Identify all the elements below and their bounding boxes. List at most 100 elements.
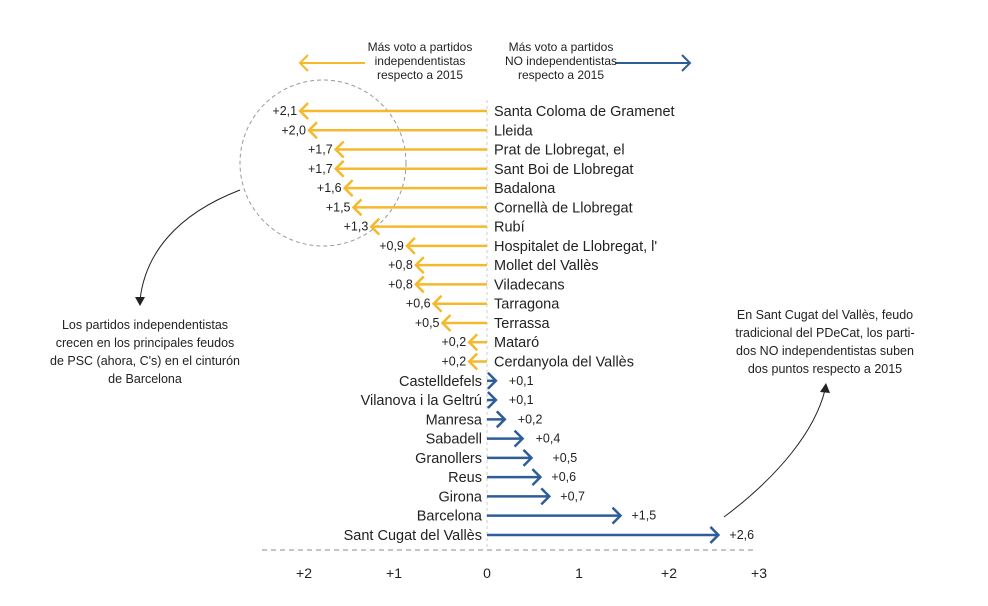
category-label: Tarragona [494,297,560,313]
category-label: Sabadell [426,432,482,448]
annotation-line: dos puntos respecto a 2015 [747,362,903,376]
legend-arrow-left-head [298,54,309,72]
category-label: Barcelona [417,509,483,525]
x-tick-label: 1 [575,565,583,581]
category-label: Reus [448,470,482,486]
category-label: Manresa [426,412,483,428]
category-label: Lleida [494,123,534,139]
annotation-line: de Barcelona [108,372,182,386]
x-tick-label: +3 [751,565,767,581]
bar-arrow-head [487,391,498,409]
bar-arrow-head [531,468,543,487]
value-label: +0,2 [518,412,543,426]
category-label: Sant Boi de Llobregat [494,162,633,178]
legend-right-text: Más voto a partidos [509,40,614,54]
value-label: +0,6 [406,297,431,311]
annotation-left: Los partidos independentistas crecen en … [20,316,270,388]
value-label: +0,4 [536,432,561,446]
category-label: Santa Coloma de Gramenet [494,104,675,120]
value-label: +0,2 [442,355,467,369]
category-label: Terrassa [494,316,551,332]
legend-left-text: independentistas [375,54,466,68]
value-label: +1,6 [317,181,342,195]
annotation-line: dos NO independentistas suben [736,344,914,358]
bar-arrow-head [333,159,345,178]
category-label: Girona [438,489,482,505]
annotation-line: En Sant Cugat del Vallès, feudo [736,308,914,322]
category-label: Castelldefels [399,374,482,390]
value-label: +2,1 [272,104,297,118]
bar-arrow-head [333,140,345,159]
value-label: +2,6 [729,528,754,542]
annotation-arrow-left [139,189,241,301]
category-label: Mataró [494,335,539,351]
value-label: +0,8 [388,258,413,272]
annotation-line: de PSC (ahora, C's) en el cinturón [50,354,240,368]
bar-arrow-head [298,102,309,120]
bar-arrow-head [414,275,425,294]
bar-arrow-head [487,371,498,390]
annotation-arrowhead-left [135,297,145,306]
bar-arrow-head [467,333,479,352]
value-label: +2,0 [281,123,306,137]
bar-arrow-head [307,121,318,140]
bar-arrow-head [369,217,381,236]
value-label: +0,8 [388,277,413,291]
annotation-line: tradicional del PDeCat, los parti- [735,326,915,340]
annotation-line: Los partidos independentistas [61,318,229,332]
category-label: Sant Cugat del Vallès [344,528,482,544]
value-label: +0,5 [553,451,578,465]
value-label: +1,3 [344,220,369,234]
value-label: +1,7 [308,143,333,157]
category-label: Granollers [415,451,482,467]
x-tick-label: 0 [483,565,491,581]
value-label: +1,7 [308,162,333,176]
value-label: +0,9 [379,239,404,253]
category-label: Badalona [494,181,556,197]
legend-right-text: respecto a 2015 [518,68,604,82]
category-label: Rubí [494,220,525,236]
bar-arrow-head [414,256,425,275]
value-label: +1,5 [326,200,351,214]
annotation-line: crecen en los principales feudos [55,336,235,350]
bar-arrow-head [522,448,534,467]
value-label: +0,5 [415,316,440,330]
annotation-arrowhead-right [820,383,830,393]
value-label: +0,2 [442,335,467,349]
x-tick-label: +2 [661,565,677,581]
category-label: Hospitalet de Llobregat, l' [494,239,657,255]
bar-arrow-head [342,179,354,197]
x-tick-label: +2 [296,565,312,581]
bar-arrow-head [351,198,363,217]
category-label: Mollet del Vallès [494,258,599,274]
annotation-arrow-right [723,389,826,518]
value-label: +1,5 [632,509,657,523]
category-label: Vilanova i la Geltrú [361,393,482,409]
value-label: +0,1 [509,374,534,388]
bar-arrow-head [405,237,416,255]
bar-arrow-head [540,487,552,506]
bar-arrow-head [467,352,479,371]
bar-arrow-head [431,294,443,313]
bar-arrow-head [495,410,507,429]
legend-left-text: Más voto a partidos [368,40,473,54]
value-label: +0,7 [560,489,585,503]
category-label: Prat de Llobregat, el [494,143,625,159]
bar-arrow-head [440,314,452,332]
bar-arrow-head [709,526,721,544]
value-label: +0,6 [551,470,576,484]
legend-left-text: respecto a 2015 [377,68,463,82]
x-tick-label: +1 [386,565,402,581]
legend-right-text: NO independentistas [505,54,617,68]
category-label: Cornellà de Llobregat [494,200,633,216]
highlight-circle [239,79,407,247]
legend-arrow-right-head [681,54,692,72]
annotation-right: En Sant Cugat del Vallès, feudo tradicio… [700,306,950,378]
category-label: Cerdanyola del Vallès [494,355,634,371]
value-label: +0,1 [509,393,534,407]
category-label: Viladecans [494,277,565,293]
bar-arrow-head [611,506,623,525]
bar-arrow-head [513,429,525,448]
